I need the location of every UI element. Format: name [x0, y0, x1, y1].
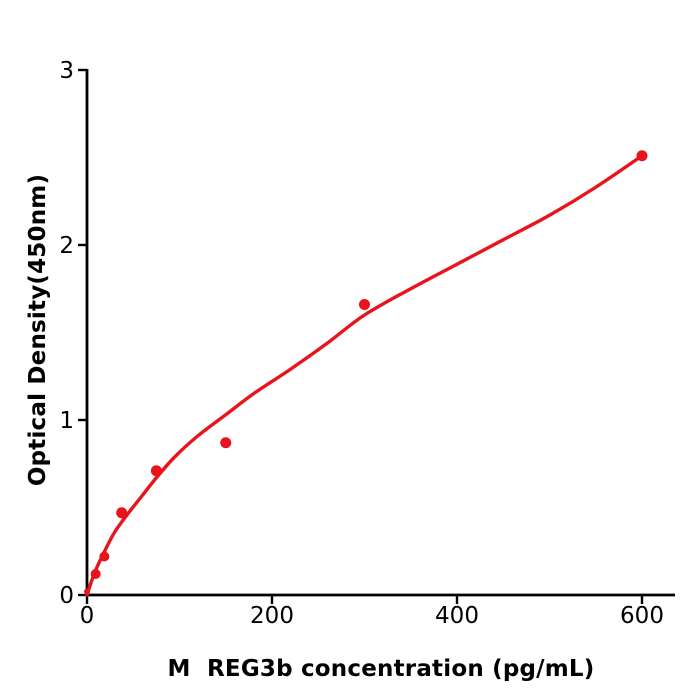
- x-tick-label: 0: [80, 603, 95, 629]
- x-axis-title: M REG3b concentration (pg/mL): [167, 656, 595, 682]
- fit-curve: [85, 154, 644, 597]
- y-axis-title: Optical Density(450nm): [25, 173, 51, 487]
- y-tick-label: 2: [59, 233, 74, 259]
- data-point: [90, 569, 101, 579]
- x-tick-label: 600: [620, 603, 664, 629]
- data-point: [84, 588, 90, 595]
- data-point: [116, 507, 128, 519]
- data-point: [99, 551, 110, 562]
- y-tick-label: 1: [59, 408, 74, 434]
- y-tick-label: 3: [59, 58, 74, 84]
- y-tick-label: 0: [59, 583, 74, 609]
- x-tick-label: 400: [435, 603, 479, 629]
- data-point: [150, 465, 162, 477]
- data-point: [359, 299, 370, 310]
- data-point: [636, 150, 648, 162]
- x-tick-label: 200: [250, 603, 294, 629]
- data-point: [220, 437, 232, 449]
